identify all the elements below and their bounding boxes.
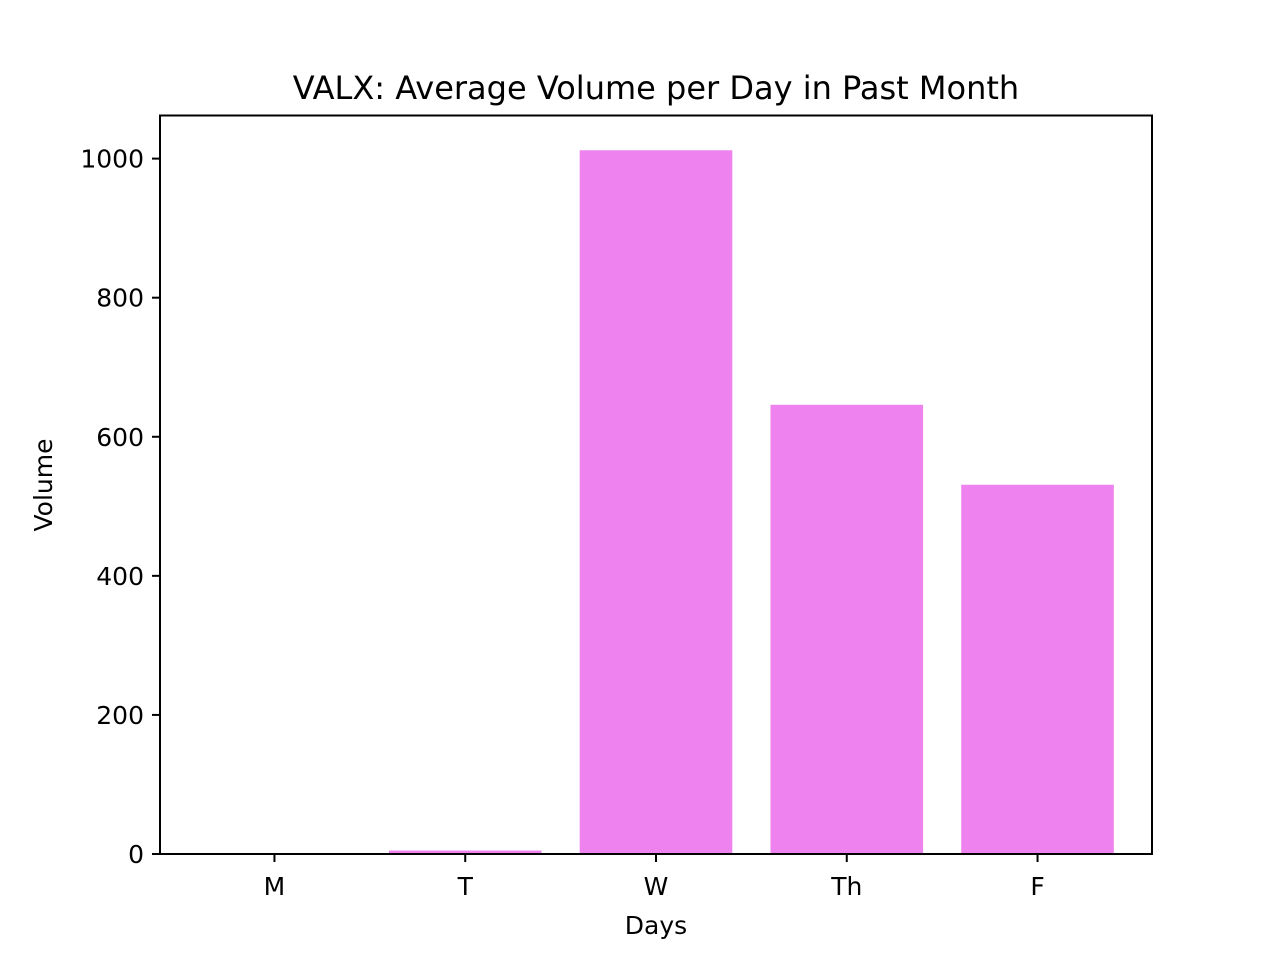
x-tick-label: T	[457, 872, 474, 901]
x-tick-label: F	[1030, 872, 1044, 901]
y-tick-label: 800	[96, 284, 144, 313]
y-axis-label: Volume	[29, 439, 58, 532]
bar-w	[579, 150, 733, 855]
chart-title: VALX: Average Volume per Day in Past Mon…	[293, 69, 1019, 107]
plot-frame	[159, 114, 1153, 855]
x-axis-ticks: M T W Th F	[264, 854, 1045, 901]
x-tick-label: M	[264, 872, 286, 901]
y-tick-label: 400	[96, 562, 144, 591]
y-axis-ticks: 0 200 400 600 800 1000	[80, 145, 160, 869]
y-tick-label: 200	[96, 701, 144, 730]
bar-t	[388, 850, 542, 854]
x-axis-label: Days	[625, 911, 687, 940]
y-tick-label: 0	[128, 840, 144, 869]
y-tick-label: 1000	[80, 145, 144, 174]
x-tick-label: W	[644, 872, 669, 901]
bar-f	[961, 484, 1114, 854]
bar-th	[770, 404, 924, 854]
x-tick-label: Th	[830, 872, 862, 901]
y-tick-label: 600	[96, 423, 144, 452]
bars-group	[388, 150, 1114, 855]
